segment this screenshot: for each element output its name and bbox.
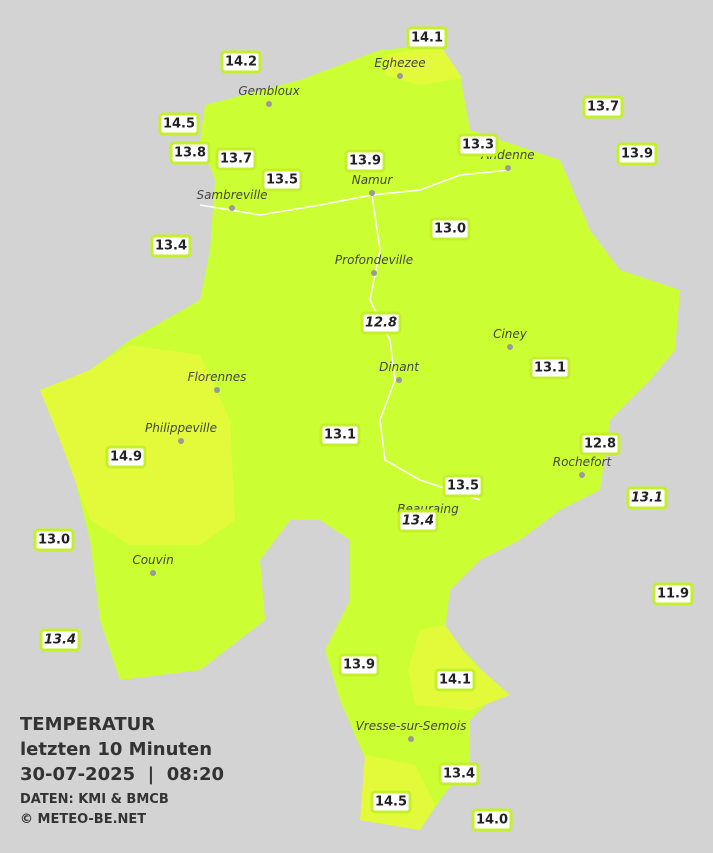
station-value: 13.7 [587,100,619,115]
station-box [442,474,484,498]
station-box [344,149,386,173]
city-label: Florennes [188,370,247,384]
station-value: 14.5 [375,795,407,810]
station-value: 13.7 [220,152,252,167]
city-dot [408,736,414,742]
river [369,194,481,501]
station-value: 13.9 [343,658,375,673]
station-value: 14.0 [476,813,508,828]
city-dot [178,438,184,444]
city-label: Rochefort [553,455,613,469]
city-dot [371,270,377,276]
station-value: 12.8 [584,437,616,452]
station-box [215,147,257,171]
city-label: Profondeville [335,253,413,267]
station-box [105,445,147,469]
station-box [39,628,81,652]
city-label: Eghezee [374,56,425,70]
city-label: Namur [352,173,394,187]
station-value: 13.4 [402,514,434,529]
station-value: 13.9 [349,154,381,169]
copyright: © METEO-BE.NET [20,812,146,827]
station-value: 12.8 [365,316,397,331]
station-box [319,423,361,447]
station-value: 13.4 [155,239,187,254]
station-value: 13.5 [266,173,298,188]
city-label: Gembloux [238,84,300,98]
city-label: Sambreville [196,188,267,202]
station-box [457,133,499,157]
city-dot [229,205,235,211]
station-box [582,95,624,119]
warm-zone [40,345,235,545]
station-box [360,311,402,335]
city-label: Ciney [493,327,528,341]
station-box [438,762,480,786]
station-value: 13.3 [462,138,494,153]
station-value: 14.1 [411,31,443,46]
station-box [370,790,412,814]
station-box [429,217,471,241]
city-dot [505,165,511,171]
station-box [579,432,621,456]
station-box [406,26,448,50]
station-value: 13.0 [434,222,466,237]
station-box [338,653,380,677]
subtitle: letzten 10 Minuten [20,739,212,760]
station-value: 13.4 [44,633,76,648]
station-value: 13.1 [631,491,663,506]
station-box [397,509,439,533]
station-box [652,582,694,606]
city-dot [214,387,220,393]
station-value: 14.2 [225,55,257,70]
city-dot [150,570,156,576]
station-box [434,668,476,692]
station-box [33,528,75,552]
station-box [261,168,303,192]
station-value: 13.1 [324,428,356,443]
station-value: 13.8 [174,146,206,161]
city-dot [266,101,272,107]
station-box [616,142,658,166]
city-label: Couvin [132,553,173,567]
city-label: Vresse-sur-Semois [356,719,467,733]
station-value: 13.5 [447,479,479,494]
station-box [158,112,200,136]
station-box [529,356,571,380]
station-box [626,486,668,510]
city-dot [396,377,402,383]
warm-zone [385,45,462,85]
city-dot [579,472,585,478]
city-dot [397,73,403,79]
station-value: 14.9 [110,450,142,465]
station-value: 13.9 [621,147,653,162]
station-box [169,141,211,165]
station-value: 13.4 [443,767,475,782]
station-value: 14.1 [439,673,471,688]
city-dot [507,344,513,350]
station-value: 13.0 [38,533,70,548]
station-box [471,808,513,832]
station-value: 11.9 [657,587,689,602]
source: DATEN: KMI & BMCB [20,792,169,807]
timestamp: 30-07-2025 | 08:20 [20,764,224,785]
title: TEMPERATUR [20,714,155,735]
station-value: 14.5 [163,117,195,132]
city-dot [369,190,375,196]
city-label: Philippeville [145,421,217,435]
warm-zone [408,625,510,710]
station-box [220,50,262,74]
city-label: Dinant [379,360,420,374]
station-value: 13.1 [534,361,566,376]
station-box [150,234,192,258]
